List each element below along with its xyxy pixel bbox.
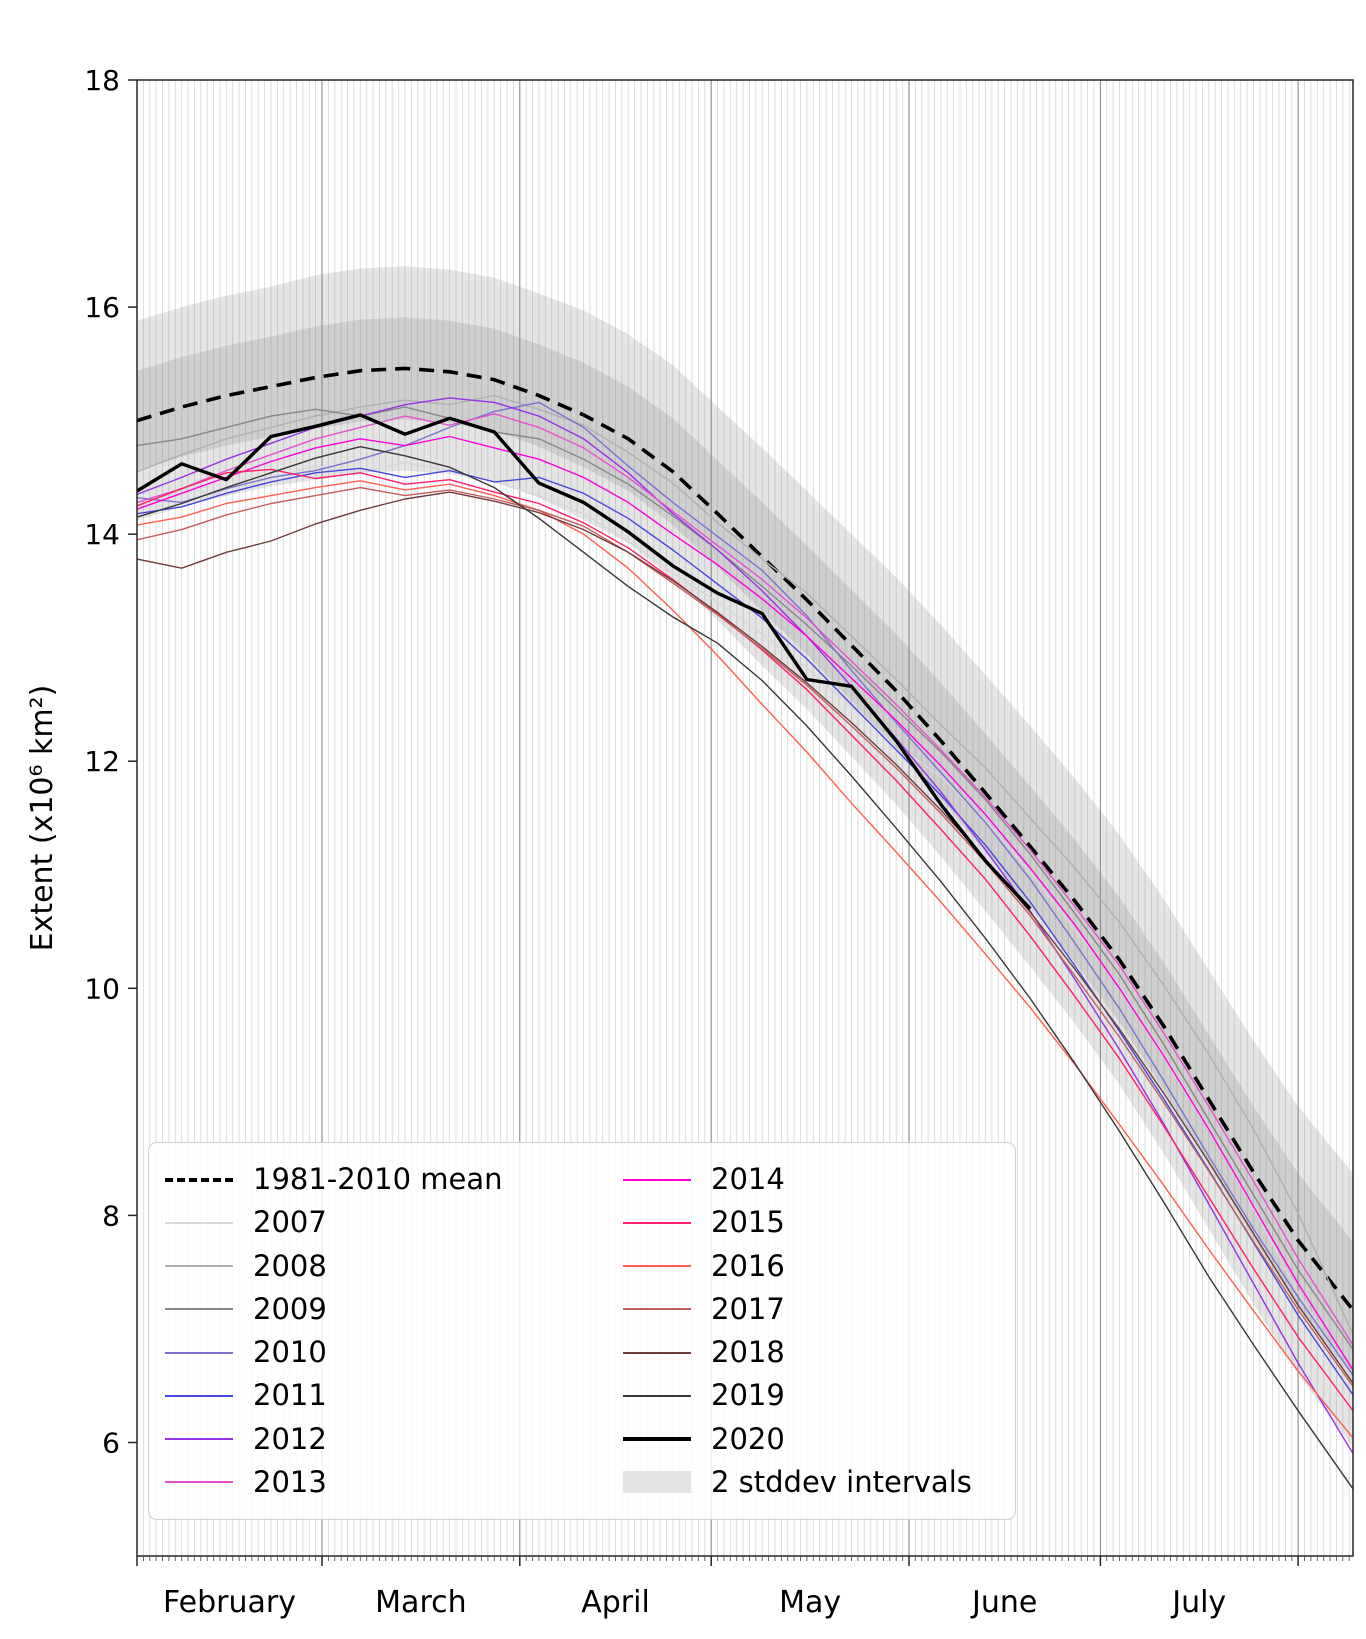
- legend-label: 2012: [253, 1421, 327, 1456]
- series-2016: [136, 480, 1354, 1439]
- legend-label: 2014: [711, 1162, 785, 1197]
- legend-swatch-2020: [623, 1437, 691, 1442]
- y-tick-label-8: 8: [102, 1199, 120, 1232]
- stddev-band-2sigma: [137, 266, 1353, 1447]
- series-2009: [136, 406, 1354, 1350]
- y-tick-label-10: 10: [84, 972, 120, 1005]
- legend-column-2: 2014 2015 2016 2017 2018 2019 2020 2 stddev int…: [623, 1151, 1009, 1511]
- legend-label: 2016: [711, 1248, 785, 1283]
- legend-item-2013: 2013: [165, 1464, 623, 1499]
- legend-item-2011: 2011: [165, 1381, 623, 1410]
- stddev-band-1sigma: [137, 317, 1353, 1379]
- series-2014: [136, 435, 1354, 1371]
- series-2007: [136, 461, 1354, 1380]
- x-tick-label-april: April: [581, 1585, 650, 1620]
- legend-swatch-2018: [623, 1351, 691, 1354]
- legend-item-2012: 2012: [165, 1421, 623, 1456]
- legend-item-2016: 2016: [623, 1248, 1009, 1283]
- legend-label: 2007: [253, 1205, 327, 1240]
- legend-item-2-stddev-intervals: 2 stddev intervals: [623, 1464, 1009, 1499]
- legend-label: 2 stddev intervals: [711, 1464, 972, 1499]
- legend-swatch-2015: [623, 1221, 691, 1224]
- legend-label: 2010: [253, 1335, 327, 1370]
- series-2020: [136, 413, 1032, 910]
- legend-item-2015: 2015: [623, 1208, 1009, 1237]
- legend-item-2014: 2014: [623, 1165, 1009, 1194]
- legend-label: 2008: [253, 1248, 327, 1283]
- x-tick-label-march: March: [375, 1585, 466, 1620]
- x-tick-label-february: February: [163, 1585, 296, 1620]
- legend-swatch-2008: [165, 1265, 233, 1268]
- legend-label: 2013: [253, 1464, 327, 1499]
- legend-swatch-1981-2010-mean: [165, 1177, 233, 1182]
- legend-item-2020: 2020: [623, 1421, 1009, 1456]
- plot-border: [136, 79, 1354, 1557]
- legend-swatch-2012: [165, 1438, 233, 1441]
- series-2013: [136, 413, 1354, 1346]
- series-2017: [136, 486, 1354, 1387]
- series-2008: [136, 394, 1354, 1335]
- series-2019: [136, 446, 1354, 1490]
- legend-label: 2011: [253, 1378, 327, 1413]
- legend-item-2018: 2018: [623, 1338, 1009, 1367]
- y-tick-label-16: 16: [84, 291, 120, 324]
- x-tick-label-july: July: [1170, 1585, 1226, 1620]
- legend-swatch-2013: [165, 1481, 233, 1484]
- legend-swatch-2-stddev-intervals: [623, 1471, 691, 1494]
- legend-item-2019: 2019: [623, 1381, 1009, 1410]
- x-tick-label-june: June: [970, 1585, 1037, 1620]
- legend-item-2007: 2007: [165, 1208, 623, 1237]
- y-tick-label-12: 12: [84, 745, 120, 778]
- series-2010: [136, 401, 1354, 1376]
- x-tick-label-may: May: [779, 1585, 841, 1620]
- legend-swatch-2016: [623, 1265, 691, 1268]
- legend-item-2017: 2017: [623, 1291, 1009, 1326]
- y-axis-title: Extent (x10⁶ km²): [25, 685, 60, 952]
- legend-swatch-2010: [165, 1351, 233, 1354]
- legend-swatch-2011: [165, 1394, 233, 1397]
- legend-swatch-2009: [165, 1308, 233, 1311]
- series-2011: [136, 467, 1354, 1396]
- legend-swatch-2014: [623, 1178, 691, 1181]
- y-tick-label-18: 18: [84, 64, 120, 97]
- legend-column-1: 1981-2010 mean 2007 2008 2009 2010 2011 2012 20…: [165, 1151, 623, 1511]
- legend-label: 2020: [711, 1421, 785, 1456]
- legend-item-1981-2010-mean: 1981-2010 mean: [165, 1165, 623, 1194]
- legend-label: 2009: [253, 1291, 327, 1326]
- y-tick-label-6: 6: [102, 1426, 120, 1459]
- legend-item-2010: 2010: [165, 1338, 623, 1367]
- legend-swatch-2007: [165, 1221, 233, 1224]
- legend: 1981-2010 mean 2007 2008 2009 2010 2011 2012 20…: [148, 1142, 1016, 1520]
- series-2018: [136, 491, 1354, 1384]
- series-2015: [136, 468, 1354, 1412]
- legend-label: 2018: [711, 1335, 785, 1370]
- legend-item-2008: 2008: [165, 1248, 623, 1283]
- legend-label: 2015: [711, 1205, 785, 1240]
- y-tick-label-14: 14: [84, 518, 120, 551]
- legend-label: 2019: [711, 1378, 785, 1413]
- month-gridlines: [321, 80, 1299, 1556]
- legend-label: 1981-2010 mean: [253, 1162, 503, 1197]
- legend-swatch-2019: [623, 1394, 691, 1397]
- legend-label: 2017: [711, 1291, 785, 1326]
- legend-swatch-2017: [623, 1308, 691, 1311]
- legend-item-2009: 2009: [165, 1291, 623, 1326]
